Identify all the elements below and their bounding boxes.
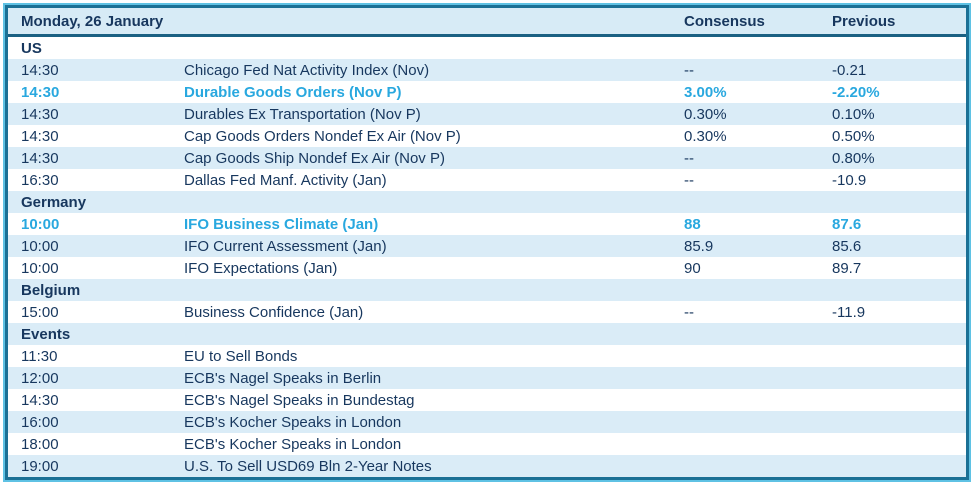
row-event: Chicago Fed Nat Activity Index (Nov) — [184, 61, 430, 79]
section-label: US — [21, 39, 42, 57]
row-event: IFO Business Climate (Jan) — [184, 215, 379, 233]
column-header-previous: Previous — [832, 12, 896, 30]
row-previous: -0.21 — [832, 61, 867, 79]
row-time: 10:00 — [21, 237, 59, 255]
economic-calendar-table: Monday, 26 January Consensus Previous US… — [5, 5, 969, 480]
table-row: 10:00 IFO Current Assessment (Jan) 85.9 85.… — [8, 235, 966, 257]
row-time: 16:00 — [21, 413, 59, 431]
table-row: 14:30 Cap Goods Ship Nondef Ex Air (Nov P… — [8, 147, 966, 169]
row-event: Cap Goods Orders Nondef Ex Air (Nov P) — [184, 127, 461, 145]
row-consensus: 90 — [684, 259, 701, 277]
row-time: 14:30 — [21, 391, 59, 409]
row-previous: -2.20% — [832, 83, 880, 101]
row-previous: 89.7 — [832, 259, 862, 277]
table-row: 10:00 IFO Business Climate (Jan) 88 87.6 — [8, 213, 966, 235]
row-event: ECB's Kocher Speaks in London — [184, 435, 402, 453]
row-consensus: 0.30% — [684, 127, 727, 145]
row-time: 10:00 — [21, 259, 59, 277]
row-consensus: -- — [684, 61, 694, 79]
row-previous: 87.6 — [832, 215, 862, 233]
table-row: 14:30 Durable Goods Orders (Nov P) 3.00% -2… — [8, 81, 966, 103]
row-previous: 85.6 — [832, 237, 862, 255]
row-consensus: 85.9 — [684, 237, 714, 255]
table-row: 14:30 Durables Ex Transportation (Nov P) 0… — [8, 103, 966, 125]
table-row: 14:30 Chicago Fed Nat Activity Index (Nov… — [8, 59, 966, 81]
row-time: 10:00 — [21, 215, 60, 233]
row-event: EU to Sell Bonds — [184, 347, 298, 365]
row-time: 14:30 — [21, 149, 59, 167]
row-event: U.S. To Sell USD69 Bln 2-Year Notes — [184, 457, 432, 475]
section-label: Belgium — [21, 281, 81, 299]
row-event: IFO Current Assessment (Jan) — [184, 237, 387, 255]
row-event: Durables Ex Transportation (Nov P) — [184, 105, 421, 123]
row-previous: -10.9 — [832, 171, 867, 189]
section-row: Belgium — [8, 279, 966, 301]
table-row: 14:30 ECB's Nagel Speaks in Bundestag — [8, 389, 966, 411]
row-time: 14:30 — [21, 61, 59, 79]
row-time: 18:00 — [21, 435, 59, 453]
section-row: Events — [8, 323, 966, 345]
row-previous: 0.80% — [832, 149, 875, 167]
table-row: 12:00 ECB's Nagel Speaks in Berlin — [8, 367, 966, 389]
row-consensus: 88 — [684, 215, 701, 233]
row-time: 14:30 — [21, 127, 59, 145]
row-event: Business Confidence (Jan) — [184, 303, 364, 321]
row-event: ECB's Nagel Speaks in Berlin — [184, 369, 382, 387]
table-row: 19:00 U.S. To Sell USD69 Bln 2-Year Notes — [8, 455, 966, 477]
row-time: 16:30 — [21, 171, 59, 189]
table-title: Monday, 26 January — [21, 12, 164, 30]
row-event: Cap Goods Ship Nondef Ex Air (Nov P) — [184, 149, 445, 167]
section-label: Events — [21, 325, 71, 343]
section-row: Germany — [8, 191, 966, 213]
row-event: ECB's Nagel Speaks in Bundestag — [184, 391, 415, 409]
table-row: 16:00 ECB's Kocher Speaks in London — [8, 411, 966, 433]
table-row: 14:30 Cap Goods Orders Nondef Ex Air (Nov… — [8, 125, 966, 147]
table-body: US 14:30 Chicago Fed Nat Activity Index (N… — [8, 37, 966, 477]
table-row: 11:30 EU to Sell Bonds — [8, 345, 966, 367]
row-event: Dallas Fed Manf. Activity (Jan) — [184, 171, 387, 189]
section-row: US — [8, 37, 966, 59]
column-header-consensus: Consensus — [684, 12, 765, 30]
row-event: Durable Goods Orders (Nov P) — [184, 83, 402, 101]
row-consensus: -- — [684, 171, 694, 189]
row-time: 11:30 — [21, 347, 58, 365]
row-event: IFO Expectations (Jan) — [184, 259, 338, 277]
row-consensus: 0.30% — [684, 105, 727, 123]
row-previous: -11.9 — [832, 303, 866, 321]
table-row: 15:00 Business Confidence (Jan) -- -11.9 — [8, 301, 966, 323]
row-event: ECB's Kocher Speaks in London — [184, 413, 402, 431]
table-row: 10:00 IFO Expectations (Jan) 90 89.7 — [8, 257, 966, 279]
row-consensus: 3.00% — [684, 83, 727, 101]
row-time: 15:00 — [21, 303, 59, 321]
table-header: Monday, 26 January Consensus Previous — [8, 8, 966, 37]
row-time: 14:30 — [21, 105, 59, 123]
row-previous: 0.10% — [832, 105, 875, 123]
row-previous: 0.50% — [832, 127, 875, 145]
row-consensus: -- — [684, 149, 694, 167]
row-time: 19:00 — [21, 457, 59, 475]
row-consensus: -- — [684, 303, 694, 321]
section-label: Germany — [21, 193, 87, 211]
table-row: 16:30 Dallas Fed Manf. Activity (Jan) -- -1… — [8, 169, 966, 191]
row-time: 14:30 — [21, 83, 60, 101]
row-time: 12:00 — [21, 369, 59, 387]
table-row: 18:00 ECB's Kocher Speaks in London — [8, 433, 966, 455]
